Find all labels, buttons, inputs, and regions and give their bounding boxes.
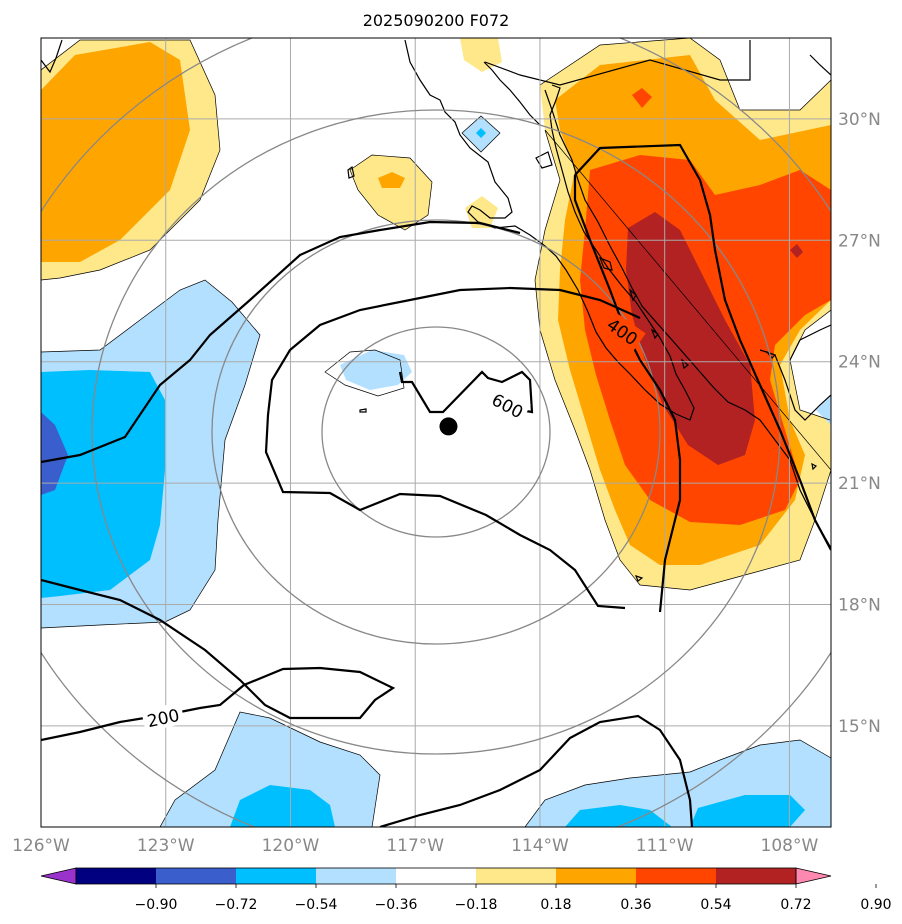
shading-negative <box>41 116 831 827</box>
colorbar-tick-label: −0.72 <box>215 897 258 913</box>
storm-center-marker <box>439 417 458 436</box>
border-us-north <box>484 40 751 86</box>
outline-nw <box>41 39 221 281</box>
contour-400-east <box>573 175 682 613</box>
colorbar-segment <box>76 868 157 884</box>
colorbar-tick-labels: −0.90 −0.72 −0.54 −0.36 −0.18 0.18 0.36 0.54 0.7… <box>135 884 892 913</box>
colorbar-extend-high <box>795 867 832 885</box>
coast-east-2 <box>789 324 831 361</box>
lon-tick-label: 123°W <box>137 836 195 856</box>
colorbar-tick-label: −0.54 <box>295 897 338 913</box>
field-island-yellow <box>350 155 432 230</box>
colorbar-extend-low <box>40 867 77 885</box>
island-small-2 <box>359 408 367 413</box>
lon-tick-label: 117°W <box>386 836 444 856</box>
colorbar-segment <box>476 868 557 884</box>
field-south-blue <box>230 785 335 827</box>
lat-tick-label: 18°N <box>838 595 881 615</box>
outline-center <box>324 349 405 397</box>
gridlines <box>41 38 831 827</box>
lon-tick-label: 111°W <box>636 836 694 856</box>
colorbar-tick-label: 0.90 <box>860 897 891 913</box>
coastlines <box>41 39 831 582</box>
field-se-blue-2 <box>690 795 805 827</box>
colorbar-tick-label: −0.18 <box>455 897 498 913</box>
map-frame <box>40 37 832 828</box>
outline-west <box>41 279 261 629</box>
label-200-bg <box>141 702 185 732</box>
lon-tick-label: 108°W <box>761 836 819 856</box>
field-diamond-blue <box>476 128 486 138</box>
outline-diamond <box>461 115 501 153</box>
lat-tick-label: 24°N <box>838 353 881 373</box>
colorbar-tick-label: 0.36 <box>620 897 651 913</box>
outline-south <box>159 711 381 827</box>
island-small-1 <box>347 165 355 179</box>
contour-400-inner <box>264 286 641 610</box>
range-ring-1 <box>321 326 551 538</box>
field-east-maroon <box>626 212 755 465</box>
field-west-deepblue <box>41 412 68 495</box>
contours <box>41 143 831 827</box>
field-edge-lightblue <box>816 396 831 425</box>
colorbar-tick-label: 0.18 <box>540 897 571 913</box>
island-small-3 <box>634 462 818 582</box>
label-400-bg <box>600 310 646 352</box>
colorbar-tick-label: −0.90 <box>135 897 178 913</box>
contour-400-outer <box>574 143 831 551</box>
field-center-lightblue <box>340 350 412 390</box>
field-west-blue <box>41 370 165 598</box>
lon-tick-label: 114°W <box>511 836 569 856</box>
colorbar-tick-label: 0.54 <box>700 897 731 913</box>
contour-south-east <box>379 714 694 827</box>
contour-200 <box>41 220 521 464</box>
colorbar <box>40 867 832 885</box>
lat-tick-label: 21°N <box>838 474 881 494</box>
field-top-yellow <box>460 38 502 72</box>
border-us-mexico <box>41 39 63 74</box>
field-east-small-maroon <box>790 244 803 258</box>
coast-mainland <box>544 89 831 549</box>
latitude-tick-labels: 30°N 27°N 24°N 21°N 18°N 15°N <box>838 110 881 737</box>
gulf-coast-north <box>483 61 541 126</box>
map-area: 600 400 200 <box>41 38 831 827</box>
field-south-lightblue <box>160 712 380 827</box>
colorbar-segment <box>236 868 317 884</box>
chart-title: 2025090200 F072 <box>363 11 510 30</box>
border-us-east <box>809 54 831 76</box>
coast-baja <box>404 39 695 421</box>
colorbar-tick-label: −0.36 <box>375 897 418 913</box>
colorbar-frame <box>75 867 797 885</box>
field-gulf-yellow <box>465 196 498 228</box>
contour-200-south <box>41 578 396 742</box>
colorbar-tick-label: 0.72 <box>780 897 811 913</box>
lon-tick-label: 126°W <box>12 836 70 856</box>
field-nw-orange <box>41 42 190 262</box>
contour-600 <box>398 370 534 414</box>
longitude-tick-labels: 126°W 123°W 120°W 117°W 114°W 111°W 108°W <box>12 836 818 856</box>
colorbar-segment <box>156 868 237 884</box>
colorbar-segment <box>316 868 397 884</box>
gulf-islands <box>535 151 777 370</box>
shading-positive <box>41 38 831 590</box>
field-island-orange <box>378 172 405 188</box>
colorbar-segment <box>716 868 797 884</box>
field-se-blue <box>565 805 672 827</box>
colorbar-segment <box>556 868 637 884</box>
outline-se <box>524 739 831 827</box>
outline-island <box>349 154 433 231</box>
colorbar-segment <box>636 868 717 884</box>
shading-outlines <box>41 38 831 827</box>
colorbar-segment <box>396 868 477 884</box>
range-ring-2 <box>211 219 661 645</box>
field-north-small-orange <box>632 88 652 108</box>
lat-tick-label: 15°N <box>838 717 881 737</box>
lon-tick-label: 120°W <box>262 836 320 856</box>
lat-tick-label: 27°N <box>838 231 881 251</box>
label-600-bg <box>485 385 531 425</box>
lat-tick-label: 30°N <box>838 110 881 130</box>
